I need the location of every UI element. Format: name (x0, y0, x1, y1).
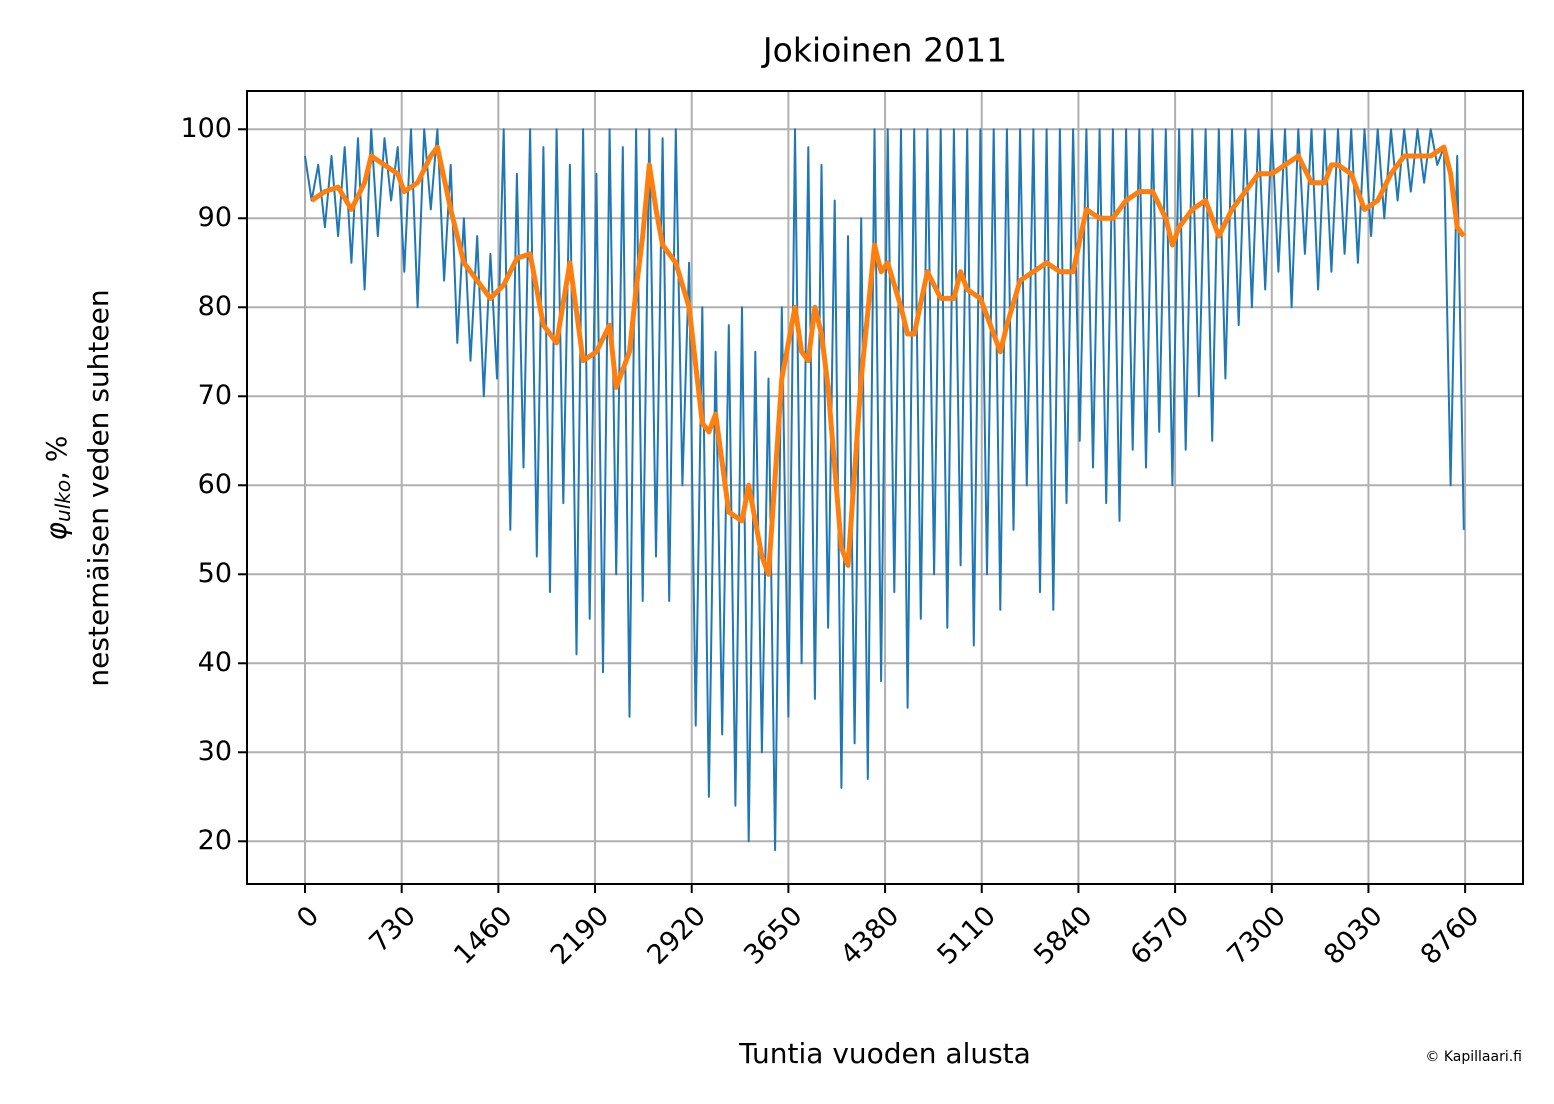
y-tick-label: 60 (198, 469, 232, 500)
y-tick-label: 40 (198, 647, 232, 678)
y-tick-label: 30 (198, 736, 232, 767)
y-tick-label: 20 (198, 825, 232, 856)
y-tick-label: 80 (198, 291, 232, 322)
x-axis-label: Tuntia vuoden alusta (738, 1037, 1031, 1070)
y-label-symbol: φ (40, 521, 73, 540)
plot-frame (246, 90, 1524, 885)
chart-title: Jokioinen 2011 (761, 31, 1007, 70)
x-tick-label: 8030 (1318, 900, 1389, 971)
y-tick-label: 100 (180, 113, 232, 144)
x-tick-label: 1460 (448, 900, 519, 971)
x-tick-label: 8760 (1415, 900, 1486, 971)
y-label-subscript: ulko (51, 480, 75, 522)
x-tick-label: 5110 (931, 900, 1002, 971)
y-axis-label: φulko, % (40, 436, 75, 541)
y-label-suffix: , % (40, 436, 73, 480)
x-tick-label: 4380 (835, 900, 906, 971)
x-tick-label: 730 (364, 900, 422, 958)
y-tick-label: 90 (198, 202, 232, 233)
y-axis-label-line2: nestemäisen veden suhteen (82, 289, 115, 686)
credit: © Kapillaari.fi (1425, 1049, 1522, 1065)
x-tick-label: 2190 (545, 900, 616, 971)
x-tick-label: 0 (291, 900, 325, 934)
x-tick-label: 3650 (738, 900, 809, 971)
y-tick-label: 50 (198, 558, 232, 589)
series-line (310, 144, 1466, 577)
y-tick-label: 70 (198, 380, 232, 411)
x-tick-label: 7300 (1222, 900, 1293, 971)
x-tick-label: 5840 (1028, 900, 1099, 971)
series-line (304, 128, 1465, 852)
x-tick-label: 2920 (641, 900, 712, 971)
x-tick-label: 6570 (1125, 900, 1196, 971)
